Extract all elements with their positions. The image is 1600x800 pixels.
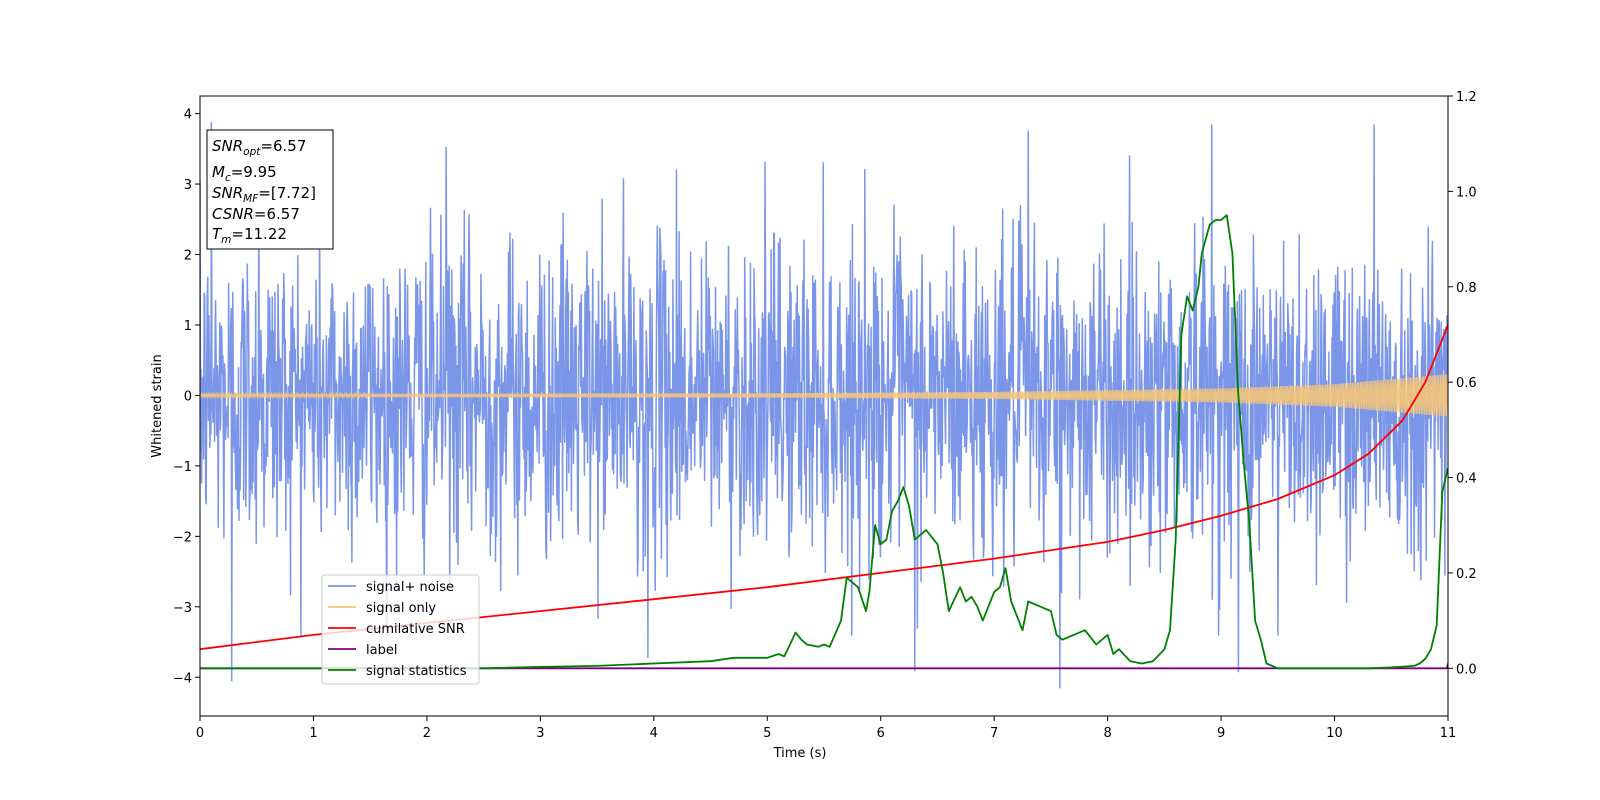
y2-tick-label: 0.6 [1456,376,1477,391]
y-tick-label: 2 [184,249,192,264]
legend-label: signal+ noise [366,580,454,595]
y2-tick-label: 0.8 [1456,281,1477,296]
x-tick-label: 11 [1440,726,1457,741]
y-axis-label: Whitened strain [150,354,165,457]
legend-label: cumilative SNR [366,622,465,637]
x-tick-label: 6 [877,726,885,741]
legend-label: signal statistics [366,664,467,679]
series-signal-statistics-line [200,214,1448,670]
legend-label: label [366,643,397,658]
legend-frame [321,574,480,685]
x-tick-label: 0 [196,726,204,741]
annotation-line: SNRMF=[7.72] [212,184,316,205]
y2-tick-label: 0.0 [1456,662,1477,677]
x-tick-label: 3 [536,726,544,741]
axes: 0 1 2 3 4 5 6 7 8 9 10 11 −4 −3 −2 −1 0 1 2 3 4 0.0 0.2 0.4 0.6 0… [173,90,1477,741]
plot-area [200,122,1448,689]
annotation-frame [206,129,334,250]
annotation-line: SNRopt=6.57 [212,137,306,158]
legend: signal+ noise signal only cumilative SNR la… [321,574,480,685]
x-tick-label: 4 [650,726,658,741]
annotation-line: Tm=11.22 [212,225,287,246]
y2-tick-label: 0.4 [1456,472,1477,487]
y-tick-label: 3 [184,178,192,193]
y-tick-label: 4 [184,108,192,123]
x-tick-label: 1 [309,726,317,741]
x-tick-label: 9 [1217,726,1225,741]
annotation-line: CSNR=6.57 [212,205,300,223]
y-tick-label: −2 [173,530,192,545]
series-signal-noise-line [200,122,1448,689]
x-tick-label: 5 [763,726,771,741]
y2-tick-label: 1.2 [1456,90,1477,105]
y-tick-label: −3 [173,601,192,616]
x-tick-label: 2 [423,726,431,741]
series-cumilative-snr-line [200,324,1448,651]
y-tick-label: 0 [184,389,192,404]
y-tick-label: 1 [184,319,192,334]
series-signal-only-line [200,374,1448,417]
x-axis-label: Time (s) [773,746,827,761]
x-tick-label: 10 [1326,726,1343,741]
legend-label: signal only [366,601,436,616]
y-tick-label: −1 [173,460,192,475]
y-tick-label: −4 [173,671,192,686]
y2-tick-label: 0.2 [1456,567,1477,582]
annotation-line: Mc=9.95 [212,163,277,184]
x-tick-label: 8 [1103,726,1111,741]
x-tick-label: 7 [990,726,998,741]
y2-tick-label: 1.0 [1456,185,1477,200]
axes-frame [199,95,1449,717]
